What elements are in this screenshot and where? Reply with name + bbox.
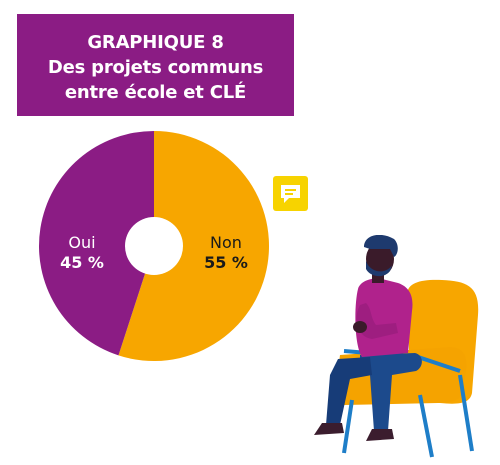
donut-hole	[125, 217, 183, 275]
slice-value-non: 55 %	[204, 253, 248, 272]
seated-person-illustration	[314, 235, 479, 458]
slices-group	[39, 131, 269, 361]
chart-title: GRAPHIQUE 8	[87, 32, 224, 53]
slice-label-oui: Oui	[68, 233, 95, 252]
slice-label-non: Non	[210, 233, 242, 252]
speech-bubble-icon	[273, 176, 308, 211]
chart-title-box: GRAPHIQUE 8 Des projets communs entre éc…	[17, 14, 294, 116]
chart-subtitle-line-2: entre école et CLÉ	[64, 82, 247, 103]
slice-non	[118, 131, 269, 361]
chart-subtitle-line-1: Des projets communs	[47, 57, 264, 78]
slice-value-oui: 45 %	[60, 253, 104, 272]
slice-oui	[39, 131, 154, 356]
